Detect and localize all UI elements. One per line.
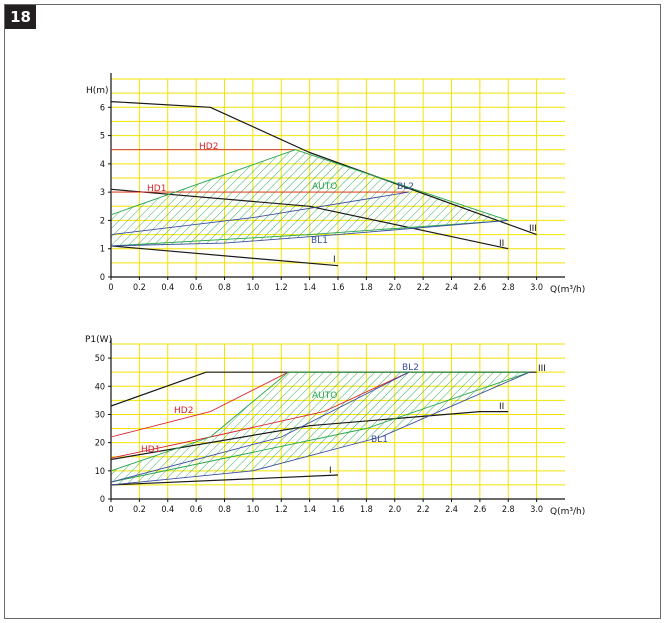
head-series-iii (110, 101, 537, 236)
head-xtick-label: 2.2 (417, 283, 430, 293)
power-xtick-label: 1.2 (275, 505, 288, 515)
head-chart-series (110, 101, 537, 267)
figure-number-badge: 18 (5, 5, 36, 29)
head-chart-xlabel: Q(m³/h) (550, 285, 585, 295)
power-label-i: I (329, 466, 332, 476)
power-label-ii: II (499, 402, 504, 412)
head-series-bl1 (110, 219, 509, 247)
head-label-hd2: HD2 (199, 142, 218, 152)
power-xtick-label: 2.2 (417, 505, 430, 515)
head-ytick-label: 1 (100, 245, 105, 255)
power-ytick-label: 30 (95, 410, 105, 420)
power-xtick-label: 0.8 (218, 505, 231, 515)
power-xtick-label: 0 (108, 505, 113, 515)
head-chart-hatched-area (111, 149, 509, 246)
power-label-hd1: HD1 (141, 445, 160, 455)
head-xtick-label: 2.4 (445, 283, 458, 293)
power-chart-xlabel: Q(m³/h) (550, 507, 585, 517)
head-ytick-label: 6 (100, 103, 105, 113)
head-xtick-label: 1.2 (275, 283, 288, 293)
head-label-iii: III (529, 224, 537, 234)
power-xtick-label: 2.6 (473, 505, 486, 515)
power-series-i (110, 474, 339, 486)
head-label-auto: AUTO (312, 182, 337, 192)
power-xtick-label: 0.2 (133, 505, 146, 515)
head-series-i (110, 245, 339, 267)
power-xtick-label: 0.4 (161, 505, 174, 515)
head-ytick-label: 5 (100, 132, 105, 142)
power-chart-ylabel: P1(W) (85, 335, 112, 345)
power-xtick-label: 1.8 (360, 505, 373, 515)
power-xtick-label: 3.0 (530, 505, 543, 515)
power-label-bl1: BL1 (371, 435, 388, 445)
power-label-hd2: HD2 (174, 406, 193, 416)
head-label-i: I (333, 255, 336, 265)
power-chart-axes: 0 0.2 0.4 0.6 0.8 1.0 1.2 1.4 1.6 1.8 2.0 2.2 2.4 2.6… (95, 338, 565, 515)
power-label-auto: AUTO (312, 391, 337, 401)
power-series-hd1 (110, 371, 410, 459)
head-xtick-label: 2.6 (473, 283, 486, 293)
power-ytick-label: 50 (95, 354, 105, 364)
power-label-bl2: BL2 (402, 363, 419, 373)
head-ytick-label: 0 (100, 273, 105, 283)
power-series-hd2 (110, 371, 289, 438)
head-label-bl2: BL2 (397, 182, 414, 192)
power-ytick-label: 40 (95, 382, 105, 392)
head-xtick-label: 0 (108, 283, 113, 293)
head-xtick-label: 3.0 (530, 283, 543, 293)
power-chart-hatched-area (111, 372, 530, 485)
head-xtick-label: 0.2 (133, 283, 146, 293)
power-xtick-label: 2.8 (502, 505, 515, 515)
head-xtick-label: 1.4 (303, 283, 316, 293)
head-series-ii (110, 188, 509, 250)
head-xtick-label: 1.6 (332, 283, 345, 293)
head-ytick-label: 4 (100, 160, 105, 170)
head-xtick-label: 1.0 (246, 283, 259, 293)
power-label-iii: III (538, 364, 546, 374)
power-xtick-label: 2.4 (445, 505, 458, 515)
power-series-bl1 (110, 371, 530, 486)
head-xtick-label: 2.8 (502, 283, 515, 293)
head-xtick-label: 0.6 (190, 283, 203, 293)
head-series-bl2 (110, 191, 409, 236)
head-xtick-label: 1.8 (360, 283, 373, 293)
power-xtick-label: 1.0 (246, 505, 259, 515)
power-ytick-label: 10 (95, 467, 105, 477)
head-chart-ylabel: H(m) (86, 86, 109, 96)
power-ytick-label: 20 (95, 439, 105, 449)
head-label-ii: II (499, 239, 504, 249)
head-chart-axes: 0 0.2 0.4 0.6 0.8 1.0 1.2 1.4 1.6 1.8 2.0 2.2 2.4 2.6… (100, 73, 565, 293)
head-ytick-label: 2 (100, 216, 105, 226)
head-label-bl1: BL1 (311, 236, 328, 246)
power-series-bl2 (110, 371, 410, 483)
power-xtick-label: 0.6 (190, 505, 203, 515)
power-xtick-label: 2.0 (388, 505, 401, 515)
power-chart-series (110, 371, 537, 486)
head-chart: 0 0.2 0.4 0.6 0.8 1.0 1.2 1.4 1.6 1.8 2.0 2.2 2.4 2.6… (86, 73, 585, 295)
head-label-hd1: HD1 (147, 184, 166, 194)
head-xtick-label: 0.4 (161, 283, 174, 293)
power-ytick-label: 0 (100, 495, 105, 505)
head-xtick-label: 2.0 (388, 283, 401, 293)
head-ytick-label: 3 (100, 188, 105, 198)
figure-frame (4, 4, 661, 619)
power-chart: 0 0.2 0.4 0.6 0.8 1.0 1.2 1.4 1.6 1.8 2.0 2.2 2.4 2.6… (85, 335, 585, 517)
power-xtick-label: 1.6 (332, 505, 345, 515)
head-xtick-label: 0.8 (218, 283, 231, 293)
power-xtick-label: 1.4 (303, 505, 316, 515)
